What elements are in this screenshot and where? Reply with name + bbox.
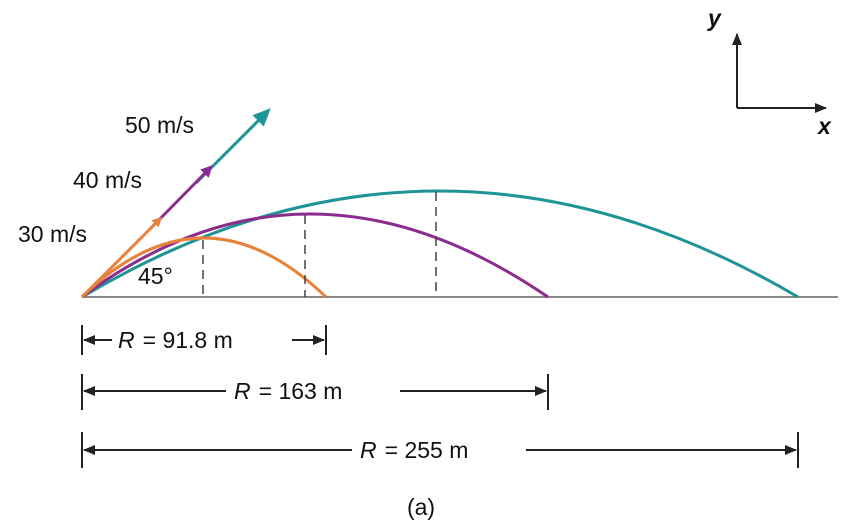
range-label-30ms: R = 91.8 m <box>118 327 233 353</box>
figure-caption: (a) <box>407 494 435 520</box>
velocity-vector-30ms <box>80 216 163 299</box>
trajectory-40ms <box>81 212 549 299</box>
speed-label-30ms: 30 m/s <box>18 221 87 247</box>
launch-angle-label: 45° <box>138 263 173 289</box>
axes-indicator: y x <box>707 5 832 139</box>
range-dimension-50ms: R = 255 m <box>81 432 799 468</box>
trajectory-30ms <box>80 236 328 299</box>
range-label-40ms: R = 163 m <box>234 378 342 404</box>
speed-label-50ms: 50 m/s <box>125 112 194 138</box>
range-dimension-40ms: R = 163 m <box>81 374 549 410</box>
x-axis-label: x <box>816 113 832 139</box>
trajectory-50ms <box>81 189 799 299</box>
range-dimension-30ms: R = 91.8 m <box>81 325 327 355</box>
range-label-50ms: R = 255 m <box>360 437 468 463</box>
y-axis-label: y <box>707 5 722 31</box>
speed-label-40ms: 40 m/s <box>73 167 142 193</box>
